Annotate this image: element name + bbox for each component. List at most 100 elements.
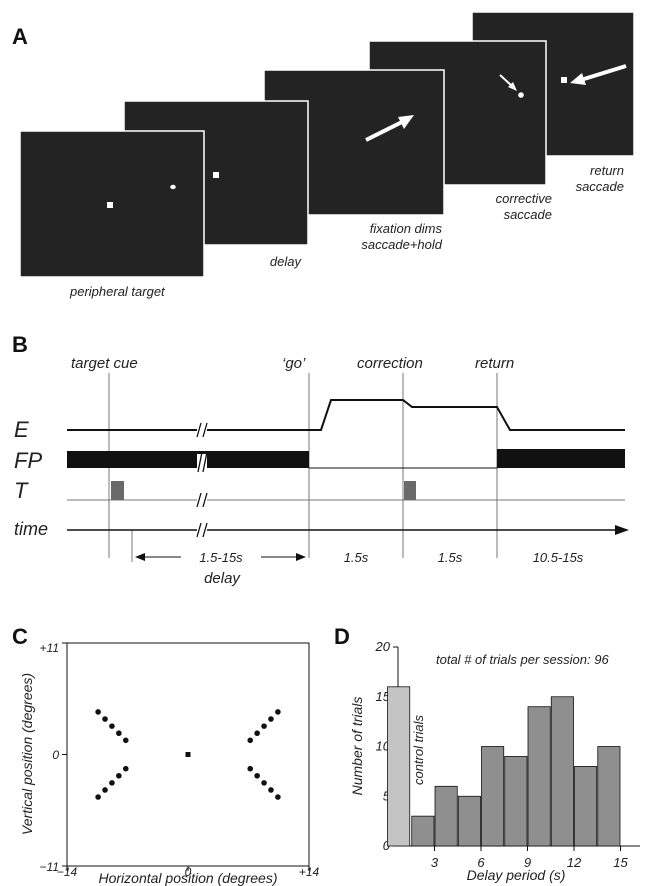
target-point xyxy=(254,730,260,737)
target-point xyxy=(261,723,267,729)
target-trace xyxy=(67,481,625,501)
arrow-icon xyxy=(570,64,627,85)
fixation-point xyxy=(213,172,219,178)
y-tick-label: 5 xyxy=(383,788,391,803)
control-bar xyxy=(387,686,411,847)
row-label-e: E xyxy=(14,417,29,442)
target-point xyxy=(122,765,129,772)
bar xyxy=(434,785,458,847)
bar xyxy=(457,795,481,847)
panel-c-axes xyxy=(62,642,310,871)
y-tick-label: 15 xyxy=(376,689,391,704)
row-label-fp: FP xyxy=(14,448,42,473)
row-label-time: time xyxy=(14,519,48,539)
target-point xyxy=(247,765,254,772)
chart-title: total # of trials per session: 96 xyxy=(436,652,609,667)
target-point xyxy=(275,709,281,715)
bar xyxy=(597,746,621,847)
duration-delay: 1.5-15s xyxy=(199,550,243,565)
delay-arrow xyxy=(135,548,306,566)
target-point xyxy=(261,780,267,786)
caption-line-2: saccade+hold xyxy=(361,237,442,252)
target-point xyxy=(109,780,115,786)
target-positions xyxy=(95,709,281,800)
event-labels: target cue ‘go’ correction return xyxy=(71,355,514,372)
event-return: return xyxy=(475,355,514,372)
y-axis-label: Number of trials xyxy=(349,697,365,796)
duration-return: 10.5-15s xyxy=(533,550,584,565)
y-tick-label: 0 xyxy=(383,838,391,853)
x-tick-label: +14 xyxy=(299,865,320,879)
bar xyxy=(550,696,574,847)
x-tick-label: 0 xyxy=(185,865,192,879)
fixation-point xyxy=(185,752,191,757)
target-point xyxy=(95,794,101,800)
target-point xyxy=(122,737,129,744)
panel-b-label: B xyxy=(12,332,28,357)
y-tick-label: +11 xyxy=(40,641,59,655)
x-axis-label: Horizontal position (degrees) xyxy=(99,870,278,886)
x-ticks: 3 6 9 12 15 xyxy=(431,846,628,870)
target-point xyxy=(109,723,115,729)
y-tick-label: 20 xyxy=(375,639,391,654)
target-dot xyxy=(170,184,176,190)
bar xyxy=(574,766,598,847)
time-axis xyxy=(67,525,629,535)
bar xyxy=(411,815,435,847)
y-tick-label: 10 xyxy=(376,739,391,754)
target-point xyxy=(102,716,108,722)
bar xyxy=(527,706,551,847)
event-target-cue: target cue xyxy=(71,355,138,372)
row-labels: E FP T time xyxy=(14,417,48,539)
fixation-point xyxy=(561,77,567,83)
delay-label: delay xyxy=(204,570,241,587)
x-axis-label: Delay period (s) xyxy=(467,867,566,883)
target-point xyxy=(268,787,274,793)
arrow-icon xyxy=(499,74,517,91)
row-label-t: T xyxy=(14,478,29,503)
caption-line-1: delay xyxy=(270,254,303,269)
control-trials-label: control trials xyxy=(411,714,426,785)
duration-labels: 1.5-15s 1.5s 1.5s 10.5-15s delay xyxy=(199,550,583,587)
panel-c-label: C xyxy=(12,624,28,649)
target-point xyxy=(95,709,101,715)
caption-line-2: saccade xyxy=(504,207,552,222)
caption-line-1: peripheral target xyxy=(69,284,166,299)
target-point xyxy=(275,794,281,800)
x-tick-label: 9 xyxy=(524,855,531,870)
x-tick-label: 3 xyxy=(431,855,439,870)
target-point xyxy=(116,772,122,779)
bars xyxy=(387,686,621,847)
x-tick-label: 6 xyxy=(477,855,485,870)
panel-a-label: A xyxy=(12,24,28,49)
x-tick-label: −14 xyxy=(57,865,78,879)
caption-line-1: corrective xyxy=(496,191,552,206)
target-point xyxy=(247,737,254,744)
duration-saccade: 1.5s xyxy=(344,550,369,565)
fixation-point xyxy=(107,202,113,208)
event-correction: correction xyxy=(357,355,423,372)
target-point xyxy=(254,772,260,779)
axis-break-marks xyxy=(196,422,208,538)
caption-line-1: fixation dims xyxy=(370,221,443,236)
target-dot xyxy=(518,92,524,98)
x-tick-label: 15 xyxy=(613,855,628,870)
y-tick-label: −11 xyxy=(40,860,59,874)
fixation-trace xyxy=(67,449,625,469)
arrow-icon xyxy=(365,115,414,142)
eye-trace xyxy=(67,399,625,431)
panel-c-ticks: −14 0 +14 +11 0 −11 xyxy=(40,641,320,879)
caption-line-2: saccade xyxy=(576,179,624,194)
target-point xyxy=(102,787,108,793)
event-go: ‘go’ xyxy=(282,355,306,372)
bar xyxy=(481,746,505,847)
caption-line-1: return xyxy=(590,163,624,178)
bar xyxy=(504,756,528,847)
x-tick-label: 12 xyxy=(567,855,582,870)
screen-peripheral-target: peripheral target xyxy=(19,130,205,299)
duration-correction: 1.5s xyxy=(438,550,463,565)
target-point xyxy=(116,730,122,737)
panel-d-label: D xyxy=(334,624,350,649)
y-axis-label: Vertical position (degrees) xyxy=(19,673,35,835)
